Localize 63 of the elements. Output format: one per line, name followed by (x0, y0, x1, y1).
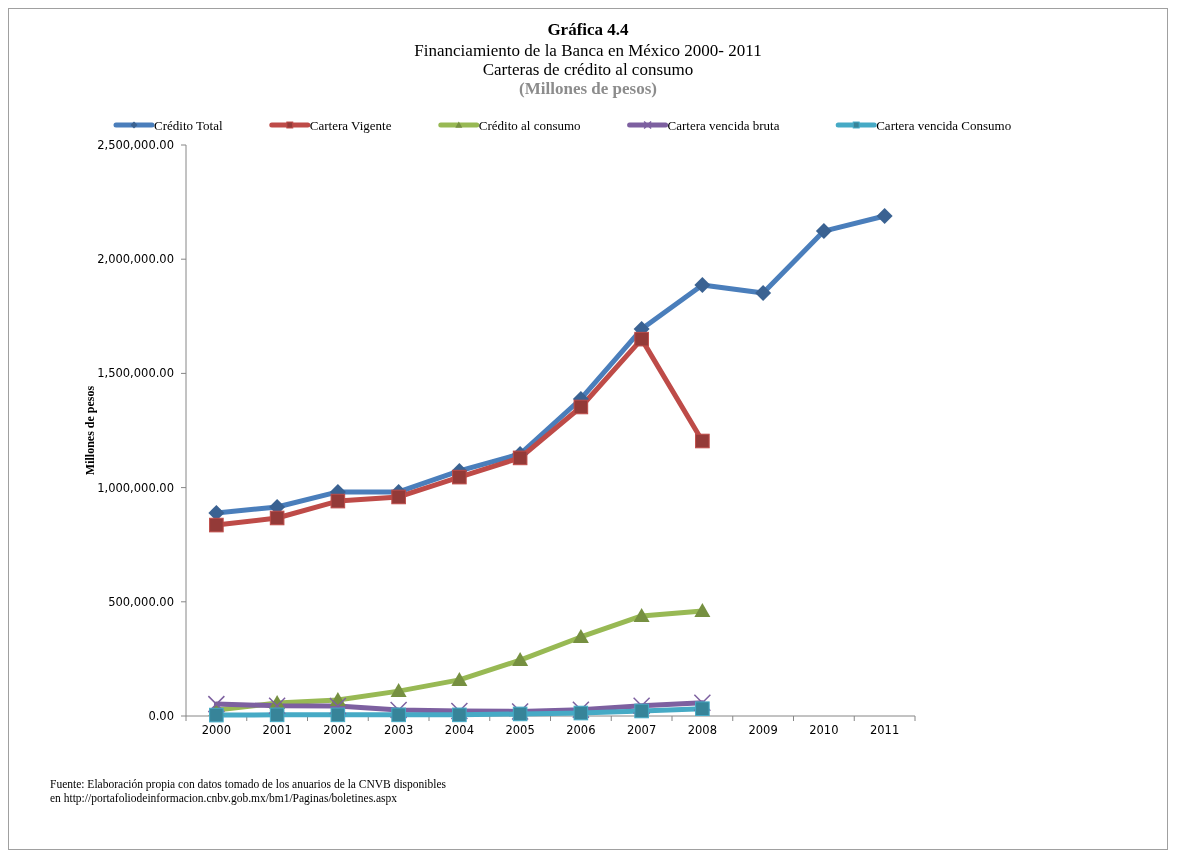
point (633, 607, 650, 622)
point (329, 697, 347, 715)
point (389, 701, 408, 719)
x-tick-label: 2011 (869, 723, 900, 737)
legend-label: Cartera vencida bruta (667, 117, 780, 133)
x-tick-label: 2010 (809, 723, 839, 737)
legend-label: Crédito al consumo (478, 117, 581, 133)
point (695, 433, 710, 449)
x-tick-label: 2009 (748, 723, 778, 737)
point (512, 450, 528, 466)
x-tick-label: 2003 (383, 723, 414, 737)
y-axis-title: Millones de pesos (83, 385, 97, 476)
legend-label: Cartera Vigente (309, 117, 392, 133)
point (512, 652, 529, 667)
point (452, 707, 467, 723)
source-note: Fuente: Elaboración propia con datos tomado de los anuarios de la CNVB disponibles en http://portafoliodeinformacion.cnbv.gob.mx/bm1/Paginas/boletines.aspx (50, 778, 447, 805)
point (755, 285, 772, 301)
point (452, 469, 467, 485)
y-tick-label: 2,000,000.00 (97, 252, 174, 267)
point (269, 707, 285, 723)
x-tick-label: 2001 (262, 723, 292, 737)
y-tick-label: 2,500,000.00 (97, 138, 174, 152)
x-tick-label: 2008 (687, 723, 718, 737)
point (876, 208, 893, 225)
x-tick-label: 2007 (626, 723, 657, 737)
y-tick-label: 1,500,000.00 (97, 366, 174, 381)
point (573, 705, 589, 721)
point (207, 695, 226, 713)
point (693, 694, 712, 712)
legend-label: Cartera vencida Consumo (876, 117, 1012, 133)
point (330, 493, 346, 509)
text: (Millones de pesos) (519, 79, 657, 98)
x-tick-label: 2006 (566, 723, 596, 737)
point (390, 683, 407, 698)
chart-title: Gráfica 4.4 (547, 20, 630, 39)
point (573, 399, 589, 415)
point (451, 671, 468, 686)
legend-label: Crédito Total (154, 117, 223, 133)
point (512, 706, 528, 722)
point (391, 489, 406, 505)
point (209, 517, 224, 533)
point (450, 702, 469, 720)
point (268, 696, 286, 715)
point (694, 277, 711, 294)
x-tick-label: 2002 (323, 723, 353, 737)
point (269, 510, 285, 526)
point (695, 701, 710, 716)
x-tick-label: 2000 (201, 723, 232, 737)
x-tick-label: 2004 (444, 723, 475, 737)
y-tick-label: 500,000.00 (108, 594, 174, 609)
point (815, 223, 832, 240)
point (391, 707, 406, 723)
y-tick-label: 1,000,000.00 (97, 480, 174, 495)
point (330, 707, 346, 723)
point (572, 628, 589, 643)
y-tick-label: 0.00 (148, 709, 174, 723)
point (208, 504, 225, 521)
chart-subtitle: Financiamiento de la Banca en México 2000- 2011 Carteras de crédito al consumo (414, 41, 762, 79)
point (634, 703, 649, 719)
point (694, 602, 711, 617)
x-tick-label: 2005 (505, 723, 535, 737)
point (209, 707, 224, 723)
point (634, 331, 649, 347)
